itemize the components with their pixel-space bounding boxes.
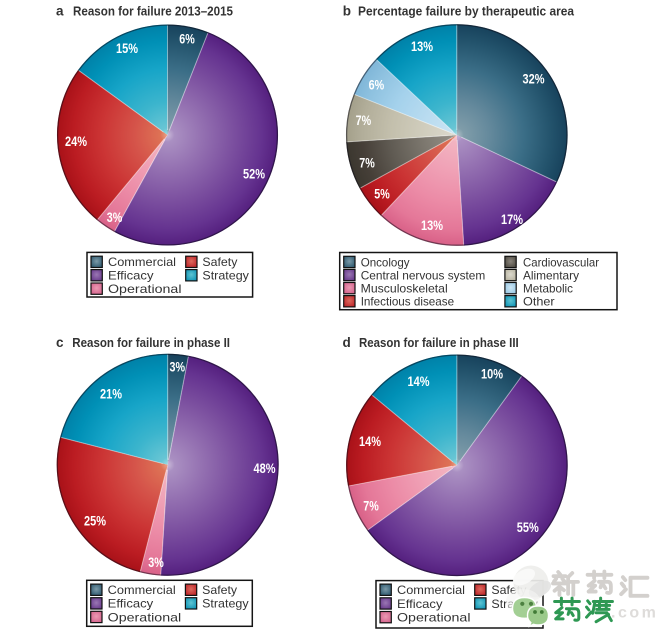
svg-text:Percentage failure by therapeu: Percentage failure by therapeutic area [358, 3, 575, 18]
svg-text:13%: 13% [421, 217, 443, 233]
svg-text:Commercial: Commercial [397, 583, 465, 597]
svg-text:7%: 7% [363, 497, 379, 513]
svg-text:Strategy: Strategy [202, 269, 249, 283]
svg-text:14%: 14% [359, 433, 381, 449]
svg-text:21%: 21% [100, 386, 122, 402]
svg-text:48%: 48% [254, 460, 276, 476]
svg-text:Operational: Operational [397, 611, 471, 625]
svg-text:3%: 3% [170, 358, 186, 374]
svg-text:6%: 6% [179, 31, 195, 47]
svg-text:c: c [56, 335, 64, 350]
svg-text:Commercial: Commercial [108, 255, 176, 269]
svg-text:a: a [56, 3, 64, 18]
svg-text:7%: 7% [356, 112, 372, 128]
svg-text:b: b [343, 3, 351, 18]
svg-text:Alimentary: Alimentary [523, 268, 579, 282]
svg-text:32%: 32% [523, 71, 545, 87]
svg-text:15%: 15% [116, 40, 138, 56]
svg-text:10%: 10% [481, 365, 503, 381]
svg-text:3%: 3% [148, 554, 164, 570]
svg-text:Strategy: Strategy [202, 597, 249, 611]
svg-text:.com: .com [611, 605, 658, 622]
svg-text:13%: 13% [411, 38, 433, 54]
svg-text:24%: 24% [65, 133, 87, 149]
svg-text:Commercial: Commercial [108, 583, 176, 597]
svg-text:17%: 17% [501, 211, 523, 227]
svg-text:52%: 52% [243, 166, 265, 182]
svg-text:3%: 3% [107, 209, 123, 225]
svg-text:Efficacy: Efficacy [108, 269, 154, 283]
svg-text:d: d [343, 335, 351, 350]
svg-text:Operational: Operational [108, 282, 182, 296]
svg-text:55%: 55% [517, 519, 539, 535]
svg-text:Reason for failure in phase II: Reason for failure in phase II [72, 335, 230, 350]
svg-text:6%: 6% [369, 77, 385, 93]
svg-text:7%: 7% [359, 155, 375, 171]
svg-text:Musculoskeletal: Musculoskeletal [361, 282, 448, 296]
svg-text:Operational: Operational [108, 610, 182, 624]
svg-text:Efficacy: Efficacy [108, 597, 154, 611]
svg-text:Infectious disease: Infectious disease [361, 295, 455, 309]
svg-text:Metabolic: Metabolic [523, 282, 573, 296]
svg-text:Efficacy: Efficacy [397, 597, 443, 611]
svg-text:Reason for failure in phase II: Reason for failure in phase III [359, 335, 519, 350]
svg-text:25%: 25% [84, 513, 106, 529]
svg-text:5%: 5% [374, 186, 390, 202]
svg-text:Reason for failure 2013–2015: Reason for failure 2013–2015 [73, 3, 233, 18]
svg-text:Safety: Safety [202, 255, 237, 269]
svg-text:14%: 14% [408, 373, 430, 389]
svg-text:Other: Other [523, 295, 555, 309]
svg-text:Safety: Safety [202, 583, 237, 597]
svg-text:Oncology: Oncology [361, 255, 410, 269]
svg-text:Cardiovascular: Cardiovascular [523, 255, 599, 269]
svg-text:Central nervous system: Central nervous system [361, 268, 486, 282]
